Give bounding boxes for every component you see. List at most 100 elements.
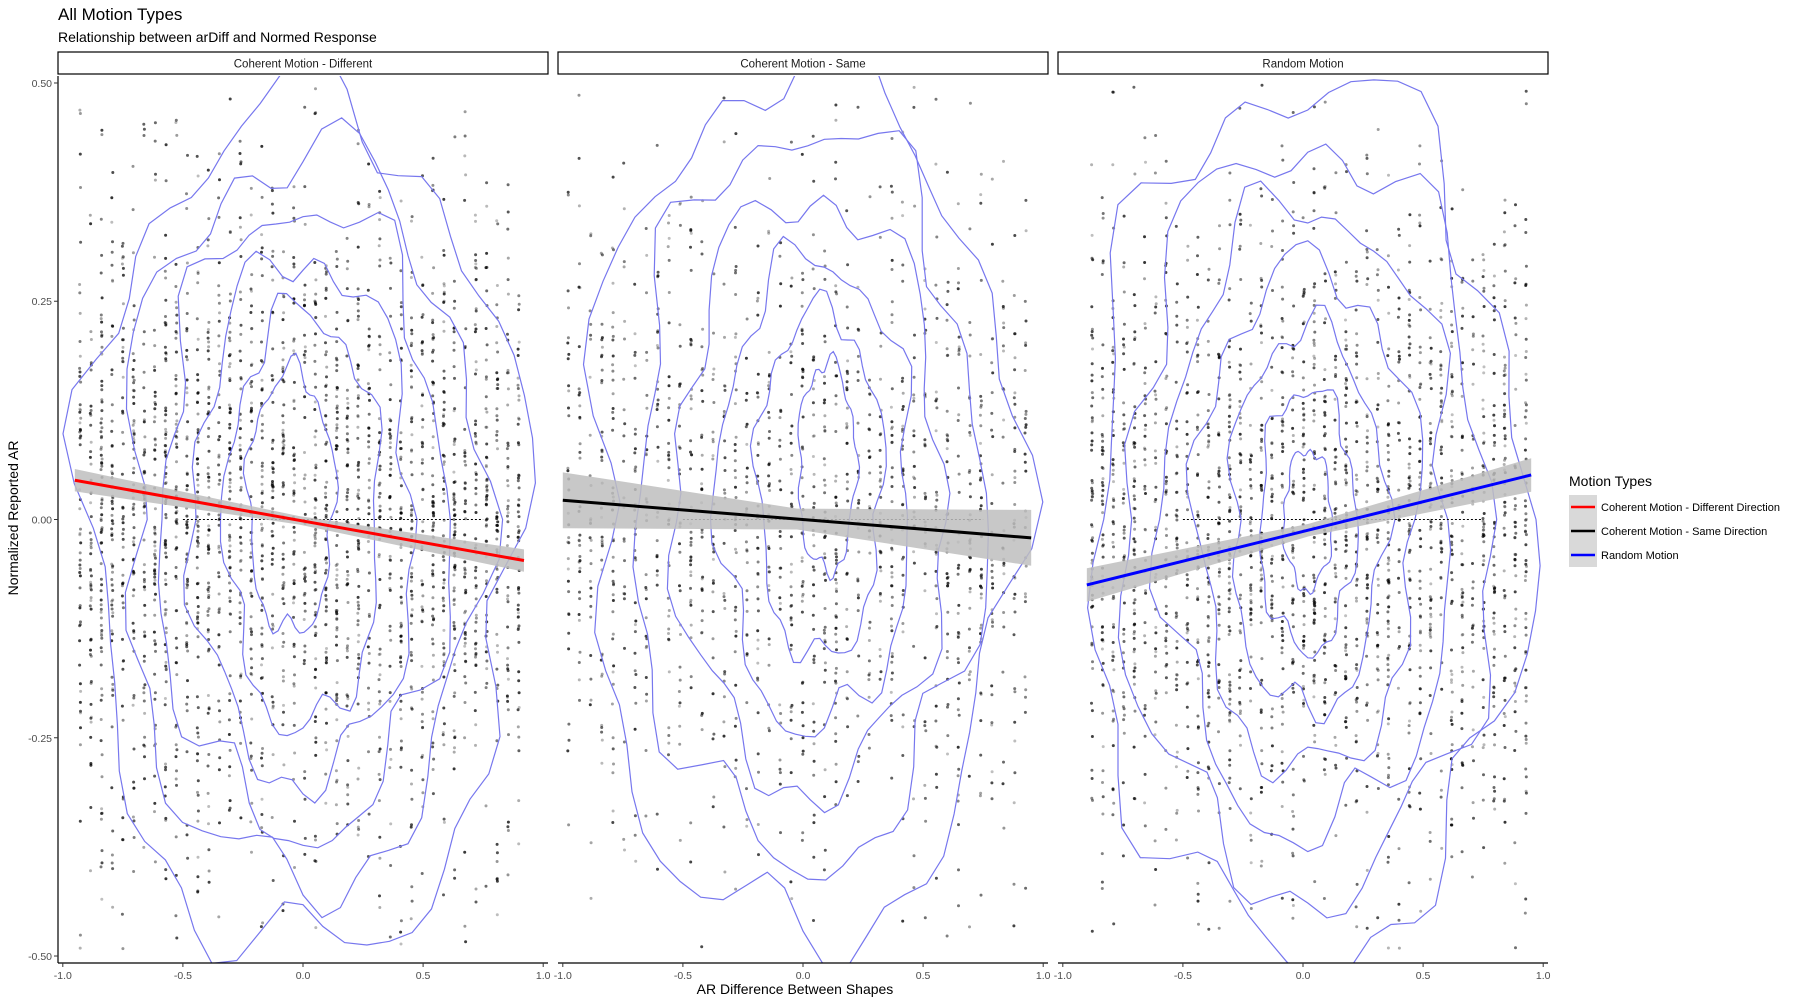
data-point	[356, 363, 360, 367]
data-point	[1387, 835, 1391, 838]
data-point	[399, 656, 403, 660]
data-point	[1482, 349, 1486, 353]
data-point	[778, 534, 782, 538]
data-point	[121, 838, 125, 842]
data-point	[442, 376, 446, 380]
data-point	[303, 512, 307, 516]
data-point	[834, 548, 838, 552]
data-point	[506, 444, 510, 448]
data-point	[100, 541, 104, 545]
data-point	[142, 699, 146, 703]
data-point	[1323, 772, 1327, 776]
data-point	[1154, 461, 1158, 465]
data-point	[856, 760, 860, 764]
data-point	[495, 325, 499, 328]
data-point	[175, 518, 179, 521]
data-point	[175, 769, 178, 773]
data-point	[734, 485, 737, 489]
data-point	[778, 767, 782, 771]
data-point	[611, 378, 615, 382]
data-point	[431, 523, 435, 527]
data-point	[89, 568, 93, 571]
facet-strip-label: Coherent Motion - Same	[740, 59, 865, 71]
data-point	[303, 486, 307, 490]
data-point	[78, 946, 82, 950]
data-point	[1450, 855, 1454, 859]
data-point	[207, 869, 211, 873]
data-point	[1248, 223, 1252, 227]
data-point	[822, 868, 826, 872]
data-point	[1217, 281, 1221, 285]
data-point	[516, 535, 520, 539]
data-point	[823, 661, 827, 665]
data-point	[335, 265, 339, 268]
data-point	[227, 403, 231, 407]
data-point	[452, 589, 456, 593]
data-point	[250, 801, 254, 805]
data-point	[313, 541, 317, 545]
data-point	[1513, 635, 1517, 639]
data-point	[389, 864, 393, 867]
data-point	[484, 804, 488, 808]
data-point	[78, 639, 82, 643]
data-point	[431, 768, 435, 771]
data-point	[1122, 718, 1126, 722]
data-point	[822, 401, 826, 405]
data-point	[979, 496, 983, 500]
data-point	[100, 398, 104, 402]
data-point	[260, 632, 264, 636]
data-point	[1291, 661, 1295, 664]
data-point	[249, 186, 253, 190]
data-point	[132, 696, 136, 700]
data-point	[956, 697, 960, 701]
data-point	[79, 240, 83, 244]
data-point	[271, 470, 275, 474]
data-point	[249, 287, 253, 291]
data-point	[281, 448, 285, 452]
data-point	[689, 394, 693, 398]
data-point	[901, 427, 905, 431]
data-point	[335, 778, 339, 782]
data-point	[410, 341, 414, 345]
data-point	[474, 576, 477, 580]
data-point	[667, 466, 671, 470]
data-point	[442, 400, 446, 404]
data-point	[410, 593, 414, 597]
data-point	[900, 200, 904, 204]
data-point	[238, 152, 242, 155]
data-point	[271, 438, 275, 442]
data-point	[900, 379, 904, 383]
data-point	[175, 321, 179, 325]
data-point	[164, 551, 168, 555]
data-point	[506, 256, 510, 260]
data-point	[1090, 333, 1094, 337]
data-point	[474, 887, 478, 891]
data-point	[767, 231, 771, 235]
data-point	[185, 709, 189, 713]
data-point	[835, 615, 838, 619]
data-point	[622, 539, 626, 543]
data-point	[335, 780, 338, 784]
data-point	[745, 549, 749, 553]
data-point	[463, 454, 467, 458]
data-point	[1481, 464, 1485, 468]
data-point	[89, 538, 93, 542]
data-point	[239, 488, 243, 492]
data-point	[378, 894, 381, 898]
data-point	[463, 701, 467, 704]
data-point	[800, 556, 804, 560]
data-point	[185, 403, 189, 407]
data-point	[611, 809, 615, 813]
data-point	[303, 395, 307, 399]
data-point	[409, 589, 413, 593]
data-point	[734, 496, 738, 499]
data-point	[281, 597, 285, 601]
data-point	[1301, 671, 1305, 675]
data-point	[1280, 697, 1284, 700]
data-point	[100, 807, 104, 811]
data-point	[270, 202, 274, 206]
data-point	[506, 484, 510, 488]
data-point	[346, 637, 350, 641]
data-point	[175, 661, 179, 665]
data-point	[164, 543, 168, 547]
